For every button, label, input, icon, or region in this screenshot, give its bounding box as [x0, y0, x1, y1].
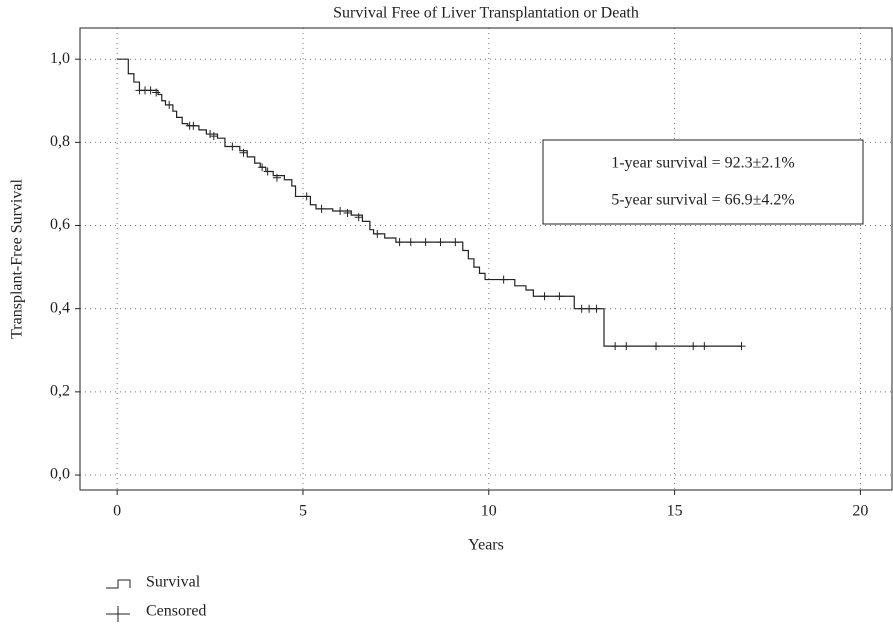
censor-mark [577, 304, 586, 313]
censor-mark [206, 130, 215, 139]
y-tick-label: 0,2 [50, 383, 70, 400]
y-tick-label: 1,0 [50, 50, 70, 67]
censor-mark [499, 275, 508, 284]
survival-curve [117, 58, 742, 347]
censor-mark [343, 209, 352, 218]
censor-mark [317, 204, 326, 213]
x-tick-label: 20 [852, 503, 868, 520]
censor-mark [622, 342, 631, 351]
censor-mark [451, 238, 460, 247]
censor-mark [611, 342, 620, 351]
x-tick-label: 15 [667, 503, 683, 520]
censor-mark [555, 292, 564, 301]
censor-mark [652, 342, 661, 351]
censor-mark [585, 304, 594, 313]
censor-mark [272, 173, 281, 182]
censor-mark [152, 88, 161, 97]
censor-mark [336, 206, 345, 215]
censor-mark [209, 132, 218, 141]
censor-mark [239, 148, 248, 157]
censor-mark [354, 213, 363, 222]
x-tick-label: 10 [481, 503, 497, 520]
censor-mark [406, 238, 415, 247]
censor-mark [436, 238, 445, 247]
censor-mark [258, 163, 267, 172]
x-tick-label: 0 [113, 503, 121, 520]
censor-mark [189, 121, 198, 130]
legend-label: Survival [146, 574, 201, 591]
y-tick-label: 0,4 [50, 299, 70, 316]
annotation: 5-year survival = 66.9±4.2% [611, 192, 795, 209]
censor-mark [689, 342, 698, 351]
y-tick-label: 0,0 [50, 466, 70, 483]
censor-mark [302, 192, 311, 201]
censor-mark [421, 238, 430, 247]
y-tick-label: 0,8 [50, 133, 70, 150]
censor-mark [540, 292, 549, 301]
censor-mark [165, 100, 174, 109]
legend-label: Censored [146, 603, 206, 620]
censor-mark [700, 342, 709, 351]
censor-mark [592, 304, 601, 313]
censor-mark [373, 229, 382, 238]
legend-step-symbol [106, 579, 131, 589]
censor-mark [737, 342, 746, 351]
y-axis-label: Transplant-Free Survival [9, 179, 26, 339]
plot-frame [79, 27, 893, 491]
annotation-box [542, 139, 864, 225]
legend-censor-symbol [106, 606, 130, 622]
censor-mark [228, 142, 237, 151]
x-axis-label: Years [468, 537, 504, 554]
x-tick-label: 5 [299, 503, 307, 520]
y-tick-label: 0,6 [50, 216, 70, 233]
chart-title: Survival Free of Liver Transplantation o… [333, 5, 639, 22]
censor-mark [263, 167, 272, 176]
censor-mark [146, 86, 155, 95]
annotation: 1-year survival = 92.3±2.1% [611, 155, 795, 172]
censor-mark [395, 238, 404, 247]
